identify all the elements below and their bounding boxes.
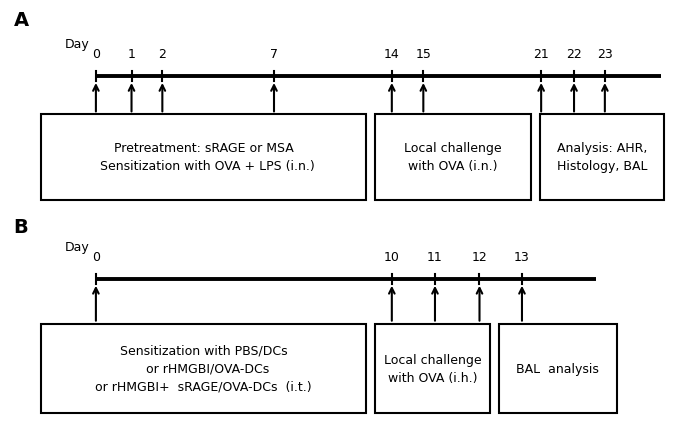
Text: 7: 7 (270, 48, 278, 61)
Text: 13: 13 (514, 250, 530, 263)
Text: Local challenge
with OVA (i.h.): Local challenge with OVA (i.h.) (384, 353, 482, 384)
Text: 14: 14 (384, 48, 399, 61)
Text: A: A (14, 11, 29, 29)
Text: Pretreatment: sRAGE or MSA
  Sensitization with OVA + LPS (i.n.): Pretreatment: sRAGE or MSA Sensitization… (92, 142, 315, 173)
Text: B: B (14, 217, 29, 236)
Text: 10: 10 (384, 250, 400, 263)
Text: Local challenge
with OVA (i.n.): Local challenge with OVA (i.n.) (404, 142, 502, 173)
Bar (41, 324, 366, 413)
Text: 22: 22 (566, 48, 582, 61)
Text: 21: 21 (534, 48, 549, 61)
Text: BAL  analysis: BAL analysis (516, 362, 599, 375)
Text: 23: 23 (597, 48, 612, 61)
Text: 0: 0 (92, 48, 100, 61)
Bar (375, 324, 490, 413)
Bar (41, 115, 366, 200)
Text: 1: 1 (127, 48, 136, 61)
Bar (540, 115, 664, 200)
Bar (499, 324, 616, 413)
Text: Day: Day (65, 38, 90, 51)
Text: 12: 12 (472, 250, 487, 263)
Text: 0: 0 (92, 250, 100, 263)
Bar (375, 115, 531, 200)
Text: Day: Day (65, 241, 90, 253)
Text: 15: 15 (415, 48, 432, 61)
Text: 11: 11 (427, 250, 443, 263)
Text: Sensitization with PBS/DCs
  or rHMGBI/OVA-DCs
or rHMGBI+  sRAGE/OVA-DCs  (i.t.): Sensitization with PBS/DCs or rHMGBI/OVA… (95, 344, 312, 393)
Text: 2: 2 (158, 48, 166, 61)
Text: Analysis: AHR,
Histology, BAL: Analysis: AHR, Histology, BAL (557, 142, 647, 173)
